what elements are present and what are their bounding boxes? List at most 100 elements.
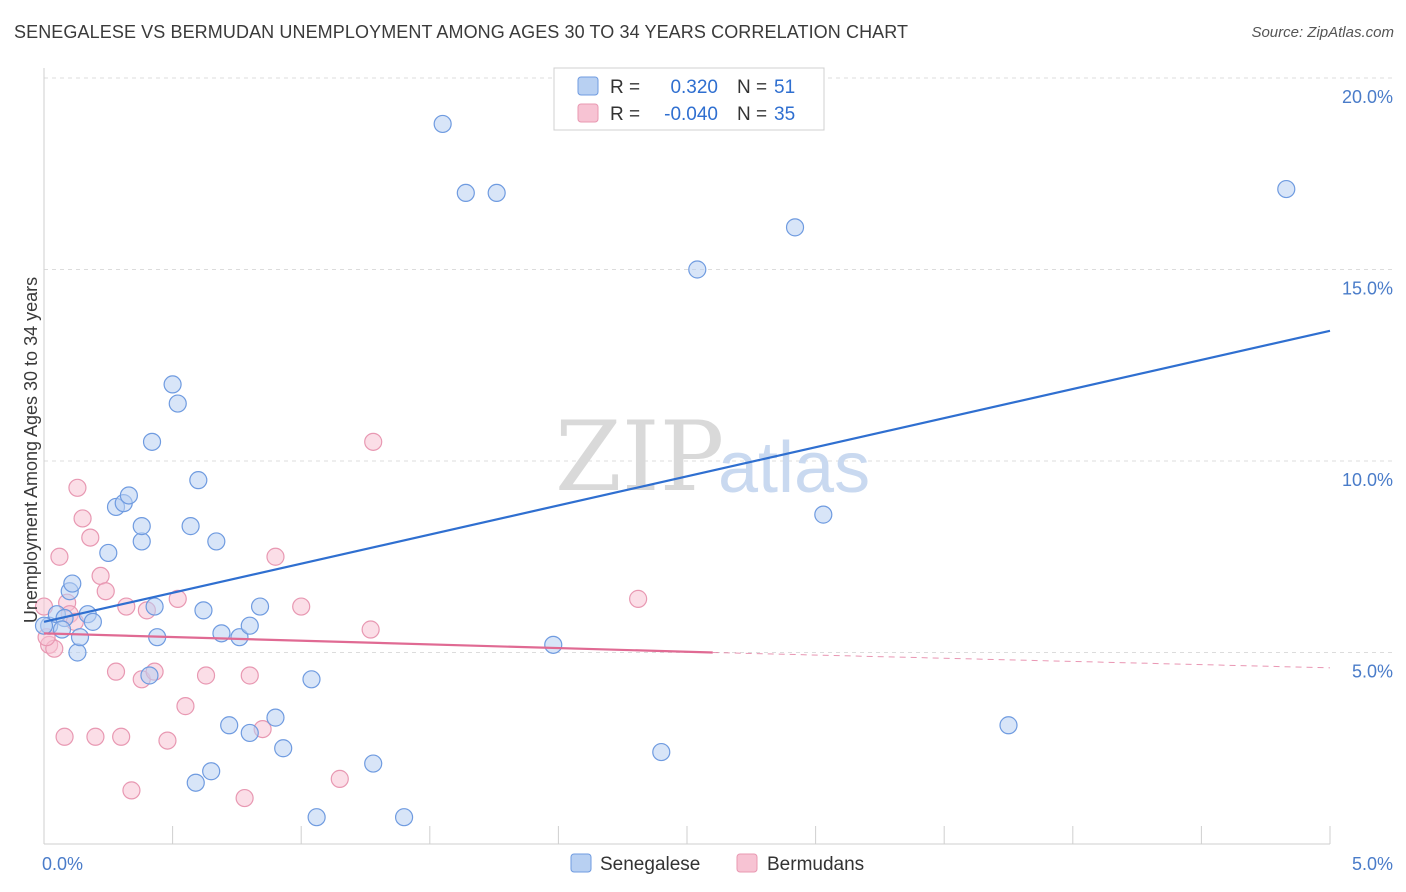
senegalese-point [202,762,221,781]
bermudan-point [629,589,648,608]
senegalese-point [99,543,118,563]
grid-lines [44,77,1395,653]
bermudan-point [266,547,285,566]
senegalese-point [266,708,285,727]
bermudan-point [73,509,92,528]
senegalese-point [302,670,321,689]
bermudan-point [55,727,74,746]
bermudan-point [68,478,87,497]
senegalese-point [142,432,162,451]
senegalese-trend-line [43,329,1331,623]
senegalese-point [168,394,187,413]
y-tick-label: 10.0% [1342,470,1393,490]
bottom-legend-swatch-senegalese [570,853,592,873]
bermudan-trend-extension [712,652,1331,669]
senegalese-point [52,620,72,639]
x-tick-labels: 0.0% 5.0% [42,854,1393,874]
senegalese-point [274,739,293,758]
bermudan-point [96,582,115,601]
watermark-zip: ZIP [555,401,724,513]
senegalese-point [307,808,326,827]
legend-n-value-2: 35 [774,104,795,125]
bottom-legend-swatch-bermudan [736,853,758,873]
senegalese-point [186,773,205,792]
series-legend: Senegalese Bermudans [570,853,864,875]
bermudan-point [81,528,100,547]
bermudan-point [122,781,141,800]
bermudan-point [240,666,259,685]
y-tick-label: 5.0% [1352,662,1393,682]
legend-r-label-2: R = [610,104,640,125]
senegalese-point [189,471,208,490]
bermudan-point [86,727,105,746]
senegalese-point [140,666,159,685]
bermudan-point [158,731,177,750]
senegalese-point [240,616,259,635]
bermudan-point [106,662,126,681]
senegalese-point [364,754,383,773]
bermudan-point [91,566,110,586]
legend-swatch-bermudan [577,103,599,123]
source-label: Source: ZipAtlas.com [1251,24,1394,41]
senegalese-point [544,635,563,654]
legend-n-label-1: N = [737,77,767,98]
senegalese-point [688,260,707,279]
legend-r-label-1: R = [610,77,640,98]
legend-n-label-2: N = [737,104,767,125]
bermudan-point [176,697,195,716]
bermudan-trend-line [43,632,713,654]
senegalese-point [70,628,90,647]
bermudan-point [292,597,311,616]
bermudan-point [235,788,254,808]
senegalese-point [220,716,239,735]
senegalese-point [83,612,102,631]
senegalese-point [433,114,452,134]
senegalese-point [119,486,138,505]
bottom-legend-senegalese: Senegalese [600,854,700,875]
bermudan-point [330,769,349,788]
senegalese-point [814,505,833,524]
bottom-legend-bermudan: Bermudans [767,854,864,875]
legend-r-value-2: -0.040 [664,104,718,125]
senegalese-point [132,517,151,536]
bermudan-point [196,666,216,685]
senegalese-point [487,183,506,202]
bermudan-point [168,589,187,608]
senegalese-point [63,574,82,593]
y-axis-label: Unemployment Among Ages 30 to 34 years [21,277,41,623]
senegalese-point [194,601,213,620]
senegalese-point [456,183,475,202]
legend-r-value-1: 0.320 [670,77,718,98]
senegalese-point [181,517,200,536]
senegalese-point [240,723,259,743]
senegalese-point [163,375,182,394]
senegalese-point [207,532,226,551]
senegalese-point [68,643,87,662]
senegalese-point [230,628,249,647]
correlation-legend: R = 0.320 N = 51 R = -0.040 N = 35 [553,67,825,131]
senegalese-point [999,716,1018,735]
bermudan-point [112,727,131,746]
senegalese-point [394,808,414,827]
x-tick-label: 5.0% [1352,854,1393,874]
trend-lines [43,329,1331,669]
chart-title: SENEGALESE VS BERMUDAN UNEMPLOYMENT AMON… [14,22,909,42]
senegalese-point [1277,179,1296,199]
legend-n-value-1: 51 [774,77,795,98]
bermudan-point [364,432,383,451]
x-tick-label: 0.0% [42,854,83,874]
y-tick-labels: 5.0% 10.0% 15.0% 20.0% [1342,87,1393,682]
senegalese-point [145,597,164,616]
bermudan-point [117,597,136,616]
senegalese-point [250,597,270,616]
y-tick-label: 15.0% [1342,279,1393,299]
senegalese-point [132,532,151,551]
senegalese-point [785,218,805,237]
senegalese-point [652,742,671,762]
legend-swatch-senegalese [577,76,599,96]
axes [43,68,1331,845]
bermudan-point [50,547,69,566]
y-tick-label: 20.0% [1342,87,1393,107]
bermudan-point [361,620,380,639]
